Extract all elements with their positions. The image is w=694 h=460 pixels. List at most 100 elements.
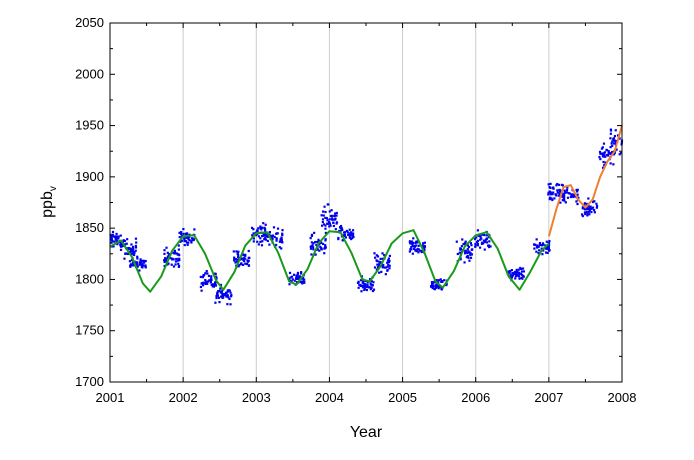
data-point [252, 237, 255, 240]
data-point [343, 233, 347, 236]
data-point [377, 263, 381, 266]
data-point [616, 134, 620, 137]
data-point [268, 243, 271, 246]
data-point [549, 182, 552, 185]
data-point [124, 252, 127, 255]
data-point [219, 287, 222, 290]
data-point [384, 273, 387, 276]
data-point [430, 285, 433, 288]
data-point [342, 231, 346, 234]
data-point [411, 252, 414, 255]
data-point [280, 241, 284, 244]
data-point [363, 288, 366, 292]
data-point [609, 146, 612, 149]
data-point [588, 213, 591, 216]
data-point [484, 238, 488, 241]
data-point [607, 150, 610, 153]
data-point [177, 257, 180, 260]
data-point [301, 276, 305, 280]
data-point [131, 249, 134, 252]
data-point [485, 241, 489, 244]
data-point [595, 204, 599, 208]
data-point [575, 188, 578, 192]
data-point [235, 260, 238, 263]
data-point [206, 272, 209, 275]
data-point [414, 241, 417, 245]
data-point [570, 193, 574, 196]
data-point [278, 240, 281, 243]
data-point [592, 209, 596, 212]
data-point [321, 242, 325, 246]
data-point [540, 244, 544, 247]
data-point [516, 271, 519, 274]
data-point [178, 254, 181, 257]
data-point [483, 248, 486, 251]
data-point [581, 214, 584, 218]
data-point [474, 244, 477, 247]
data-point [213, 283, 216, 286]
data-point [112, 245, 115, 248]
data-point [576, 188, 579, 191]
data-point [172, 265, 176, 268]
data-point [423, 246, 426, 249]
data-point [244, 262, 247, 265]
data-point [318, 249, 321, 252]
data-point [439, 278, 442, 281]
data-point [185, 241, 189, 244]
data-point [134, 237, 138, 240]
data-point [383, 254, 386, 257]
data-point [464, 241, 467, 245]
data-point [111, 233, 114, 236]
data-point [331, 218, 334, 221]
data-point [164, 257, 167, 260]
data-point [265, 235, 268, 238]
data-point [187, 241, 190, 244]
data-point [611, 144, 614, 147]
data-point [240, 257, 243, 260]
data-point [362, 284, 365, 288]
data-point [242, 258, 245, 262]
data-point [565, 188, 569, 192]
data-point [115, 232, 118, 236]
data-point [489, 245, 492, 248]
data-point [214, 284, 218, 287]
data-point [134, 246, 138, 249]
data-point [387, 263, 390, 266]
data-point [327, 221, 331, 224]
data-point [417, 244, 420, 247]
data-point [209, 281, 212, 284]
data-point [612, 163, 615, 166]
data-point [586, 213, 589, 216]
data-point [459, 247, 462, 250]
data-point [381, 257, 384, 260]
data-point [310, 241, 313, 244]
data-point [129, 247, 132, 250]
data-point [255, 234, 258, 237]
data-point [110, 241, 113, 244]
data-point [441, 280, 444, 283]
data-point [386, 261, 389, 264]
data-point [132, 250, 135, 254]
data-point [110, 236, 113, 239]
data-point [309, 245, 312, 248]
data-point [247, 249, 250, 253]
data-point [432, 285, 435, 288]
data-point [351, 229, 355, 232]
data-point [409, 242, 412, 245]
data-point [127, 246, 131, 250]
data-point [326, 203, 329, 206]
data-point [456, 252, 459, 256]
data-point [130, 243, 133, 246]
data-point [572, 194, 575, 197]
data-point [166, 257, 169, 260]
data-point [163, 252, 166, 255]
data-point [177, 248, 180, 251]
data-point [138, 261, 141, 264]
data-point [290, 280, 293, 283]
data-point [217, 290, 220, 293]
data-point [229, 303, 232, 306]
data-point [116, 243, 119, 246]
data-point [381, 252, 384, 255]
data-point [580, 213, 584, 216]
